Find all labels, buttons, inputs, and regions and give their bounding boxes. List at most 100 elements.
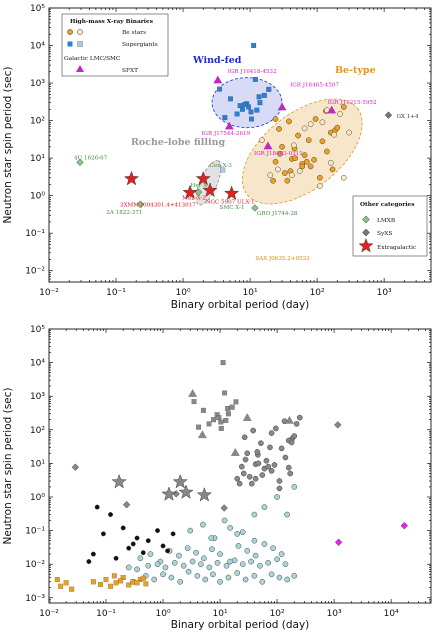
bottom-point-circle-0 bbox=[291, 573, 298, 579]
top-point-be-stars bbox=[319, 138, 326, 145]
bottom-point-circle-2 bbox=[108, 512, 113, 517]
bottom-point-square-1 bbox=[103, 577, 109, 582]
region-label-be-type: Be-type bbox=[335, 65, 376, 76]
top-y-tick-label: 10⁻² bbox=[25, 267, 45, 277]
top-point-be-stars bbox=[305, 137, 312, 144]
bottom-y-tick-label: 10³ bbox=[30, 392, 45, 402]
bottom-point-square-1 bbox=[54, 577, 60, 582]
bottom-point-circle-0 bbox=[251, 573, 258, 579]
bottom-point-star-7 bbox=[172, 473, 188, 489]
top-point-be-stars-lmc-smc- bbox=[327, 159, 334, 166]
bottom-point-circle-4 bbox=[285, 464, 292, 471]
bottom-point-star-7 bbox=[111, 473, 127, 489]
bottom-point-circle-0 bbox=[261, 504, 268, 510]
bottom-point-circle-4 bbox=[268, 430, 275, 436]
bottom-point-square-3 bbox=[225, 411, 231, 417]
top-point-be-stars bbox=[301, 152, 308, 158]
bottom-point-circle-0 bbox=[234, 531, 241, 537]
top-point-supergiants bbox=[254, 107, 260, 113]
top-point-supergiants bbox=[249, 116, 254, 122]
top-x-tick-label: 10² bbox=[310, 288, 325, 298]
top-point-supergiants bbox=[242, 101, 248, 107]
legend-syxs-label: SyXS bbox=[377, 231, 392, 237]
bottom-point-square-1 bbox=[69, 586, 75, 592]
bottom-point-square-1 bbox=[140, 575, 146, 581]
top-point-be-stars bbox=[307, 163, 314, 170]
bottom-point-circle-0 bbox=[251, 511, 258, 518]
bottom-point-square-1 bbox=[90, 579, 96, 585]
bottom-point-circle-4 bbox=[259, 472, 266, 478]
top-point-be-stars bbox=[303, 158, 310, 165]
bottom-point-circle-4 bbox=[240, 470, 247, 477]
bottom-point-circle-0 bbox=[151, 576, 158, 583]
top-y-tick-label: 10¹ bbox=[30, 154, 45, 164]
bottom-point-square-1 bbox=[98, 581, 103, 587]
bottom-point-circle-2 bbox=[126, 545, 132, 551]
bottom-point-circle-0 bbox=[184, 545, 191, 551]
bottom-point-square-3 bbox=[200, 407, 206, 413]
legend-be-magellanic-marker bbox=[77, 29, 83, 35]
bottom-point-circle-4 bbox=[241, 434, 248, 441]
top-point-be-stars bbox=[329, 166, 336, 173]
bottom-point-circle-0 bbox=[125, 564, 132, 571]
top-point-supergiants bbox=[261, 92, 267, 98]
top-y-tick-label: 10⁴ bbox=[30, 42, 45, 52]
annotation-label: 2A 1822-371 bbox=[106, 210, 142, 216]
legend-sg-label: Supergiants bbox=[122, 42, 158, 48]
top-point-supergiants-lmc-smc- bbox=[220, 167, 226, 173]
bottom-point-circle-0 bbox=[225, 574, 232, 581]
bottom-point-circle-0 bbox=[217, 578, 223, 585]
annotation-label: IGR J17544-2619 bbox=[201, 131, 250, 137]
bottom-point-circle-0 bbox=[147, 551, 154, 557]
annotation-label: NGC 5907 ULX-1 bbox=[206, 200, 255, 206]
bottom-point-circle-4 bbox=[271, 462, 278, 468]
bottom-point-circle-0 bbox=[270, 545, 276, 551]
bottom-point-circle-2 bbox=[160, 543, 166, 549]
top-point-be-stars bbox=[277, 151, 283, 157]
top-point-be-stars bbox=[311, 157, 317, 163]
top-point-supergiants bbox=[246, 104, 252, 110]
bottom-point-circle-0 bbox=[259, 578, 266, 585]
bottom-point-circle-2 bbox=[165, 548, 170, 554]
bottom-point-circle-0 bbox=[214, 559, 221, 566]
bottom-point-circle-4 bbox=[267, 444, 273, 451]
bottom-point-triangle-5 bbox=[242, 413, 252, 421]
bottom-x-axis-label: Binary orbital period (day) bbox=[171, 619, 310, 631]
top-point-be-stars bbox=[292, 155, 298, 161]
annotation-label: M82 X-2 bbox=[182, 196, 206, 202]
bottom-y-tick-label: 10⁻³ bbox=[25, 594, 45, 604]
bottom-x-tick-label: 10⁻¹ bbox=[96, 609, 116, 619]
bottom-point-circle-2 bbox=[86, 559, 92, 564]
top-point-supergiants bbox=[252, 76, 258, 82]
top-y-tick-label: 10⁵ bbox=[30, 4, 45, 14]
top-point-be-stars-lmc-smc- bbox=[259, 137, 265, 144]
bottom-point-circle-0 bbox=[239, 529, 246, 535]
top-point-be-stars bbox=[270, 177, 276, 184]
annotation-label: IGR J16465-4507 bbox=[290, 82, 339, 88]
bottom-point-square-3 bbox=[218, 419, 224, 425]
bottom-point-circle-0 bbox=[282, 561, 289, 568]
top-x-tick-label: 10¹ bbox=[243, 288, 258, 298]
annotation-label: Cen X-3 bbox=[210, 163, 233, 169]
top-point-syxs bbox=[384, 111, 393, 119]
top-point-supergiants bbox=[251, 43, 257, 48]
legend-galactic-label: Galactic LMC/SMC bbox=[64, 56, 121, 62]
annotation-label: IGR J16418-4532 bbox=[228, 69, 277, 75]
bottom-point-circle-0 bbox=[274, 556, 280, 563]
bottom-point-circle-0 bbox=[137, 555, 144, 562]
bottom-point-circle-0 bbox=[231, 557, 238, 564]
bottom-point-circle-0 bbox=[180, 562, 187, 569]
bottom-point-square-1 bbox=[120, 575, 126, 581]
bottom-point-diamond-8 bbox=[334, 538, 343, 546]
top-point-lmxb bbox=[251, 204, 259, 212]
top-point-be-stars-lmc-smc- bbox=[275, 166, 281, 173]
bottom-point-circle-0 bbox=[168, 574, 175, 581]
bottom-point-circle-0 bbox=[234, 570, 241, 576]
bottom-point-circle-2 bbox=[155, 528, 160, 534]
bottom-point-circle-4 bbox=[254, 449, 261, 455]
bottom-point-square-3 bbox=[216, 415, 222, 421]
top-point-be-stars bbox=[272, 116, 279, 122]
top-point-be-stars-lmc-smc- bbox=[301, 125, 308, 132]
bottom-point-circle-0 bbox=[145, 562, 152, 569]
bottom-point-diamond-6 bbox=[220, 504, 228, 512]
